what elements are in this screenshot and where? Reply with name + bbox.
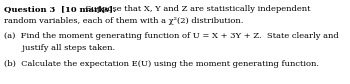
Text: random variables, each of them with a χ²(2) distribution.: random variables, each of them with a χ²… bbox=[4, 17, 243, 25]
Text: justify all steps taken.: justify all steps taken. bbox=[4, 44, 115, 52]
Text: Suppose that X, Y and Z are statistically independent: Suppose that X, Y and Z are statisticall… bbox=[75, 5, 310, 13]
Text: (a)  Find the moment generating function of U = X + 3Y + Z.  State clearly and: (a) Find the moment generating function … bbox=[4, 32, 339, 40]
Text: (b)  Calculate the expectation E(U) using the moment generating function.: (b) Calculate the expectation E(U) using… bbox=[4, 60, 319, 68]
Text: Question 3  [10 marks].: Question 3 [10 marks]. bbox=[4, 5, 116, 13]
